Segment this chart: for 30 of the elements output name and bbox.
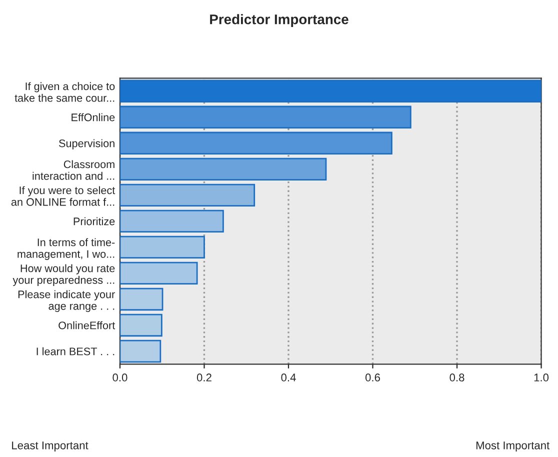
y-tick-label: Please indicate your age range . . . [18, 290, 115, 312]
bar [120, 262, 198, 285]
x-tick-label: 0.2 [196, 374, 212, 382]
x-tick-label: 0.4 [281, 374, 296, 382]
bar [120, 158, 327, 181]
bar [120, 340, 162, 363]
bar [120, 236, 205, 259]
bar [120, 288, 164, 311]
y-tick-label: In terms of time- management, I wo... [18, 238, 115, 260]
bar [120, 210, 224, 233]
bar [120, 132, 392, 155]
x-tick-label: 1.0 [534, 374, 549, 382]
text: Least Important [12, 442, 88, 452]
y-tick-label: If you were to select an ONLINE format f... [11, 186, 116, 206]
y-tick-label: How would you rate your preparedness ... [12, 264, 115, 286]
bar [120, 184, 256, 207]
y-tick-label: EffOnline [72, 113, 115, 122]
y-tick-label: Prioritize [74, 217, 115, 226]
chart-title: Predictor Importance [210, 14, 348, 28]
y-tick-label: Supervision [59, 139, 114, 150]
y-tick-label: I learn BEST . . . [36, 347, 114, 356]
x-tick-label: 0.6 [365, 374, 380, 382]
x-tick-label: 0.0 [112, 374, 128, 382]
y-tick-label: OnlineEffort [58, 321, 116, 330]
bar [120, 314, 162, 337]
bar [120, 106, 412, 129]
y-tick-label: If given a choice to take the same cour... [14, 82, 115, 102]
y-tick-label: Classroom interaction and ... [32, 160, 114, 180]
x-tick-label: 0.8 [450, 374, 464, 382]
text: Most Important [476, 442, 550, 452]
